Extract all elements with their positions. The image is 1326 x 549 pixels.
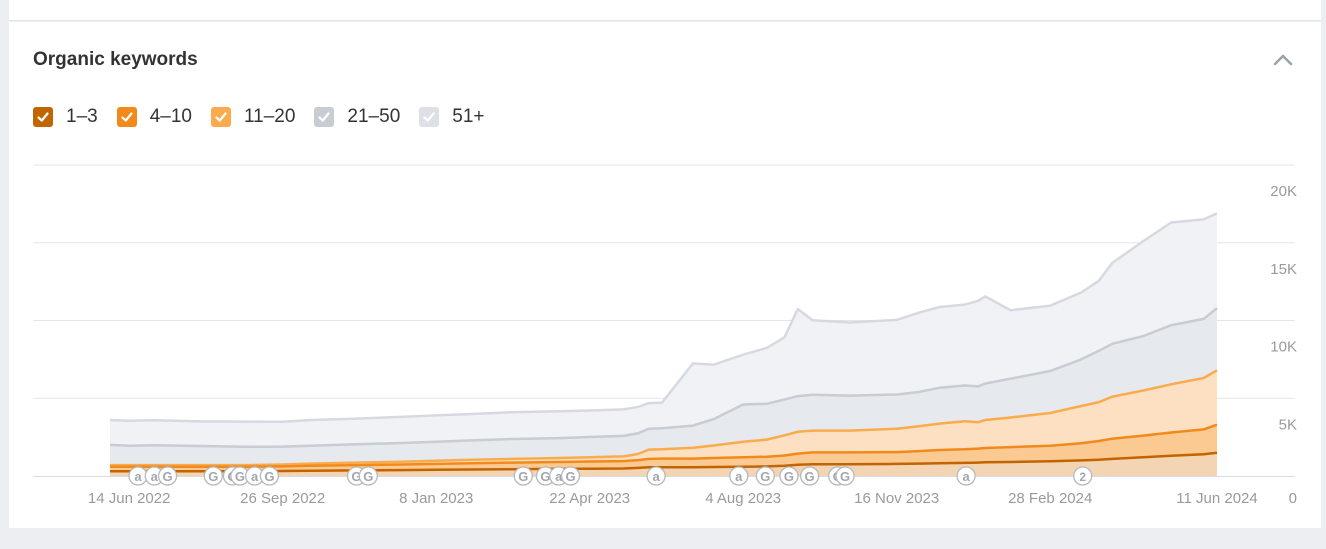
marker-circle — [358, 466, 378, 486]
legend-item-5[interactable]: 51+ — [419, 106, 485, 128]
legend-item-2[interactable]: 4–10 — [116, 106, 192, 128]
marker-circle — [560, 466, 581, 486]
y-tick-label: 0 — [1289, 490, 1297, 507]
x-tick-label: 26 Sep 2022 — [240, 490, 325, 507]
x-tick-label: 22 Apr 2023 — [549, 490, 630, 507]
chart-legend: 1–3 4–10 11–20 21–50 51+ — [33, 106, 504, 128]
marker-circle — [259, 466, 280, 486]
line-4–10 — [110, 423, 1218, 468]
card-title: Organic keywords — [33, 49, 198, 70]
line-11–20 — [110, 369, 1218, 467]
marker-circle — [646, 466, 666, 486]
legend-checkbox[interactable] — [33, 107, 53, 127]
marker-circle — [1073, 466, 1093, 486]
marker-label: G — [264, 469, 274, 484]
check-icon — [215, 112, 227, 122]
y-tick-label: 5K — [1279, 416, 1297, 433]
marker-label: G — [235, 469, 245, 484]
marker-label: 2 — [1079, 470, 1086, 484]
x-tick-label: 28 Feb 2024 — [1008, 490, 1092, 507]
legend-checkbox[interactable] — [210, 107, 231, 127]
y-tick-label: 10K — [1270, 339, 1297, 356]
google-update-marker[interactable]: G — [203, 466, 223, 486]
legend-label: 21–50 — [347, 106, 401, 127]
x-tick-label: 14 Jun 2022 — [88, 490, 171, 507]
google-update-marker[interactable]: G — [835, 466, 855, 486]
marker-label: G — [518, 469, 528, 484]
marker-label: G — [784, 469, 794, 484]
area-1–3 — [110, 452, 1217, 476]
check-icon — [423, 112, 435, 122]
google-update-marker[interactable]: G — [358, 466, 378, 486]
line-51+ — [109, 212, 1218, 423]
y-tick-label: 20K — [1270, 183, 1297, 200]
marker-label: a — [134, 469, 142, 484]
chevron-up-icon — [1273, 54, 1293, 66]
marker-label: G — [565, 469, 575, 484]
ahrefs-update-marker[interactable]: a — [729, 466, 749, 486]
check-icon — [37, 112, 49, 122]
marker-label: a — [653, 469, 661, 484]
ahrefs-update-marker[interactable]: a — [144, 466, 164, 486]
marker-circle — [157, 466, 178, 486]
legend-label: 4–10 — [149, 106, 192, 127]
legend-checkbox[interactable] — [116, 107, 137, 127]
ahrefs-update-marker[interactable]: a — [646, 466, 666, 486]
marker-circle — [729, 466, 749, 486]
check-icon — [121, 112, 133, 122]
legend-item-3[interactable]: 11–20 — [210, 106, 296, 128]
ahrefs-update-marker[interactable]: a — [244, 466, 265, 486]
legend-label: 1–3 — [66, 106, 98, 127]
google-update-marker[interactable]: G — [779, 466, 799, 486]
marker-label: G — [540, 469, 550, 484]
marker-label: G — [760, 469, 770, 484]
marker-label: G — [840, 469, 850, 484]
legend-label: 51+ — [452, 106, 485, 127]
legend-checkbox[interactable] — [419, 107, 440, 127]
ahrefs-update-marker[interactable]: a — [956, 466, 976, 486]
annotation-count-marker[interactable]: 2 — [1073, 466, 1093, 486]
google-update-marker[interactable]: G — [799, 466, 820, 486]
marker-circle — [513, 466, 533, 486]
x-tick-label: 11 Jun 2024 — [1176, 490, 1257, 507]
marker-label: a — [962, 469, 970, 484]
legend-item-1[interactable]: 1–3 — [33, 106, 98, 128]
previous-card-bottom — [9, 0, 1321, 21]
google-update-marker[interactable]: G — [157, 466, 178, 486]
marker-label: a — [735, 469, 743, 484]
marker-label: G — [805, 469, 815, 484]
marker-label: G — [351, 469, 361, 484]
marker-label: a — [151, 469, 159, 484]
x-tick-label: 16 Nov 2023 — [854, 490, 939, 507]
collapse-button[interactable] — [1269, 48, 1297, 72]
check-icon — [318, 112, 331, 122]
marker-circle — [799, 466, 820, 486]
marker-label: G — [163, 469, 173, 484]
marker-label: a — [555, 469, 563, 484]
line-21–50 — [109, 307, 1218, 449]
google-update-marker[interactable]: G — [513, 466, 533, 486]
marker-label: a — [251, 469, 259, 484]
ahrefs-update-marker[interactable]: a — [128, 466, 148, 486]
marker-circle — [779, 466, 799, 486]
marker-circle — [755, 466, 775, 486]
y-tick-label: 15K — [1270, 261, 1297, 278]
marker-label: G — [208, 469, 218, 484]
google-update-marker[interactable]: G — [560, 466, 581, 486]
legend-item-4[interactable]: 21–50 — [314, 106, 400, 128]
legend-label: 11–20 — [243, 106, 296, 127]
marker-circle — [203, 466, 223, 486]
marker-circle — [835, 466, 855, 486]
marker-circle — [956, 466, 976, 486]
legend-checkbox[interactable] — [314, 107, 335, 127]
line-1–3 — [110, 451, 1218, 473]
x-tick-label: 4 Aug 2023 — [705, 490, 781, 507]
google-update-marker[interactable]: G — [259, 466, 280, 486]
google-update-marker[interactable]: G — [755, 466, 775, 486]
x-tick-label: 8 Jan 2023 — [399, 490, 473, 507]
marker-label: G — [363, 469, 373, 484]
